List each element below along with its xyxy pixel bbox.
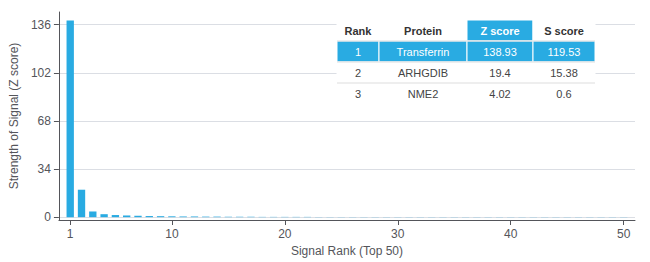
svg-text:1: 1 [67, 227, 74, 241]
svg-text:30: 30 [391, 227, 405, 241]
svg-text:NME2: NME2 [408, 88, 439, 100]
svg-text:Strength of Signal (Z score): Strength of Signal (Z score) [7, 43, 21, 190]
svg-text:Protein: Protein [404, 25, 442, 37]
svg-text:10: 10 [165, 227, 179, 241]
svg-text:3: 3 [355, 88, 361, 100]
svg-text:2: 2 [355, 67, 361, 79]
svg-text:119.53: 119.53 [548, 46, 581, 58]
svg-text:Rank: Rank [345, 25, 373, 37]
svg-text:19.4: 19.4 [489, 67, 510, 79]
svg-text:S score: S score [544, 25, 584, 37]
svg-text:0: 0 [44, 210, 51, 224]
svg-text:1: 1 [355, 46, 361, 58]
svg-text:Signal Rank (Top 50): Signal Rank (Top 50) [291, 244, 403, 258]
svg-text:68: 68 [38, 114, 52, 128]
svg-text:ARHGDIB: ARHGDIB [398, 67, 448, 79]
svg-text:40: 40 [504, 227, 518, 241]
svg-text:Transferrin: Transferrin [397, 46, 450, 58]
svg-text:50: 50 [617, 227, 631, 241]
svg-text:34: 34 [38, 162, 52, 176]
svg-text:4.02: 4.02 [489, 88, 510, 100]
svg-text:0.6: 0.6 [556, 88, 571, 100]
svg-text:136: 136 [31, 18, 51, 32]
svg-text:102: 102 [31, 66, 51, 80]
svg-text:Z score: Z score [480, 25, 519, 37]
svg-text:138.93: 138.93 [483, 46, 517, 58]
svg-text:20: 20 [278, 227, 292, 241]
svg-text:15.38: 15.38 [550, 67, 578, 79]
